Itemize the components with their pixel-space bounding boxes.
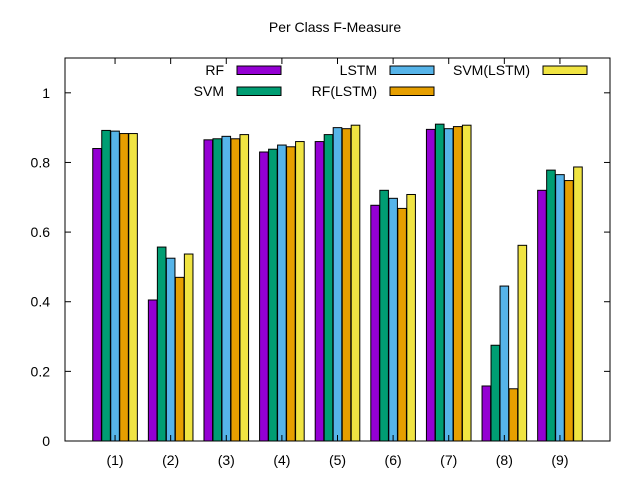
- legend-swatch-svm: [236, 86, 282, 96]
- x-tick-label: (8): [496, 452, 513, 468]
- x-tick-label: (4): [273, 452, 290, 468]
- bar-rf-lstm-6: [397, 207, 407, 442]
- bar-rf-1: [92, 148, 102, 442]
- bar-rf-lstm-5: [341, 128, 352, 442]
- bar-svm-6: [379, 189, 389, 442]
- bar-svm-lstm-7: [461, 124, 472, 442]
- legend-label-rf-lstm: RF(LSTM): [312, 83, 377, 99]
- y-tick-label: 1: [42, 85, 50, 101]
- legend-swatch-rf-lstm: [389, 86, 435, 96]
- bar-svm-lstm-2: [183, 253, 194, 442]
- legend-label-svm: SVM: [194, 83, 224, 99]
- x-tick-label: (2): [162, 452, 179, 468]
- bar-rf-lstm-1: [119, 133, 129, 442]
- legend-label-svm-lstm: SVM(LSTM): [453, 62, 530, 78]
- bar-svm-lstm-8: [517, 244, 528, 442]
- chart-title: Per Class F-Measure: [269, 19, 401, 35]
- bar-svm-2: [156, 246, 167, 442]
- bar-lstm-5: [332, 127, 343, 442]
- y-tick-label: 0.8: [31, 154, 51, 170]
- bar-rf-4: [259, 151, 269, 442]
- bar-lstm-1: [110, 130, 120, 442]
- bar-rf-2: [147, 299, 158, 442]
- y-tick-label: 0.4: [31, 294, 51, 310]
- bar-rf-5: [314, 141, 325, 442]
- x-tick-label: (7): [440, 452, 457, 468]
- bar-rf-lstm-8: [508, 388, 519, 442]
- bar-svm-lstm-5: [350, 124, 361, 442]
- bar-lstm-6: [388, 197, 398, 442]
- bar-lstm-4: [277, 144, 287, 442]
- bar-svm-lstm-3: [239, 134, 250, 442]
- bar-rf-7: [425, 128, 436, 442]
- bar-rf-lstm-9: [564, 180, 574, 442]
- bar-rf-6: [370, 204, 380, 442]
- bar-lstm-7: [443, 128, 454, 442]
- bar-svm-7: [434, 123, 445, 442]
- x-tick-label: (1): [106, 452, 123, 468]
- legend-label-lstm: LSTM: [340, 62, 377, 78]
- bar-rf-8: [481, 385, 492, 442]
- bar-rf-9: [537, 189, 547, 442]
- legend-swatch-lstm: [389, 65, 435, 75]
- bar-svm-5: [323, 134, 334, 442]
- bar-rf-lstm-3: [230, 138, 241, 442]
- bar-rf-lstm-7: [452, 126, 463, 442]
- x-tick-label: (3): [218, 452, 235, 468]
- bar-rf-lstm-2: [174, 276, 185, 442]
- legend-label-rf: RF: [205, 62, 224, 78]
- bar-svm-lstm-4: [295, 141, 305, 442]
- bar-svm-3: [212, 138, 223, 442]
- bar-rf-lstm-4: [286, 146, 296, 442]
- bar-svm-9: [546, 169, 556, 442]
- y-tick-label: 0: [42, 433, 50, 449]
- bar-svm-8: [490, 344, 501, 442]
- x-tick-label: (6): [385, 452, 402, 468]
- bar-lstm-3: [221, 135, 232, 442]
- legend-swatch-svm-lstm: [542, 65, 588, 75]
- x-tick-label: (9): [551, 452, 568, 468]
- bar-lstm-2: [165, 257, 176, 442]
- bar-svm-4: [268, 148, 278, 442]
- x-tick-label: (5): [329, 452, 346, 468]
- bar-svm-1: [101, 129, 111, 442]
- y-tick-label: 0.6: [31, 224, 51, 240]
- bar-lstm-9: [555, 174, 565, 442]
- bar-lstm-8: [499, 285, 510, 442]
- bar-svm-lstm-9: [573, 166, 583, 442]
- bar-svm-lstm-6: [406, 193, 416, 442]
- y-tick-label: 0.2: [31, 363, 51, 379]
- legend-swatch-rf: [236, 65, 282, 75]
- bar-rf-3: [203, 139, 214, 442]
- bar-svm-lstm-1: [128, 133, 138, 442]
